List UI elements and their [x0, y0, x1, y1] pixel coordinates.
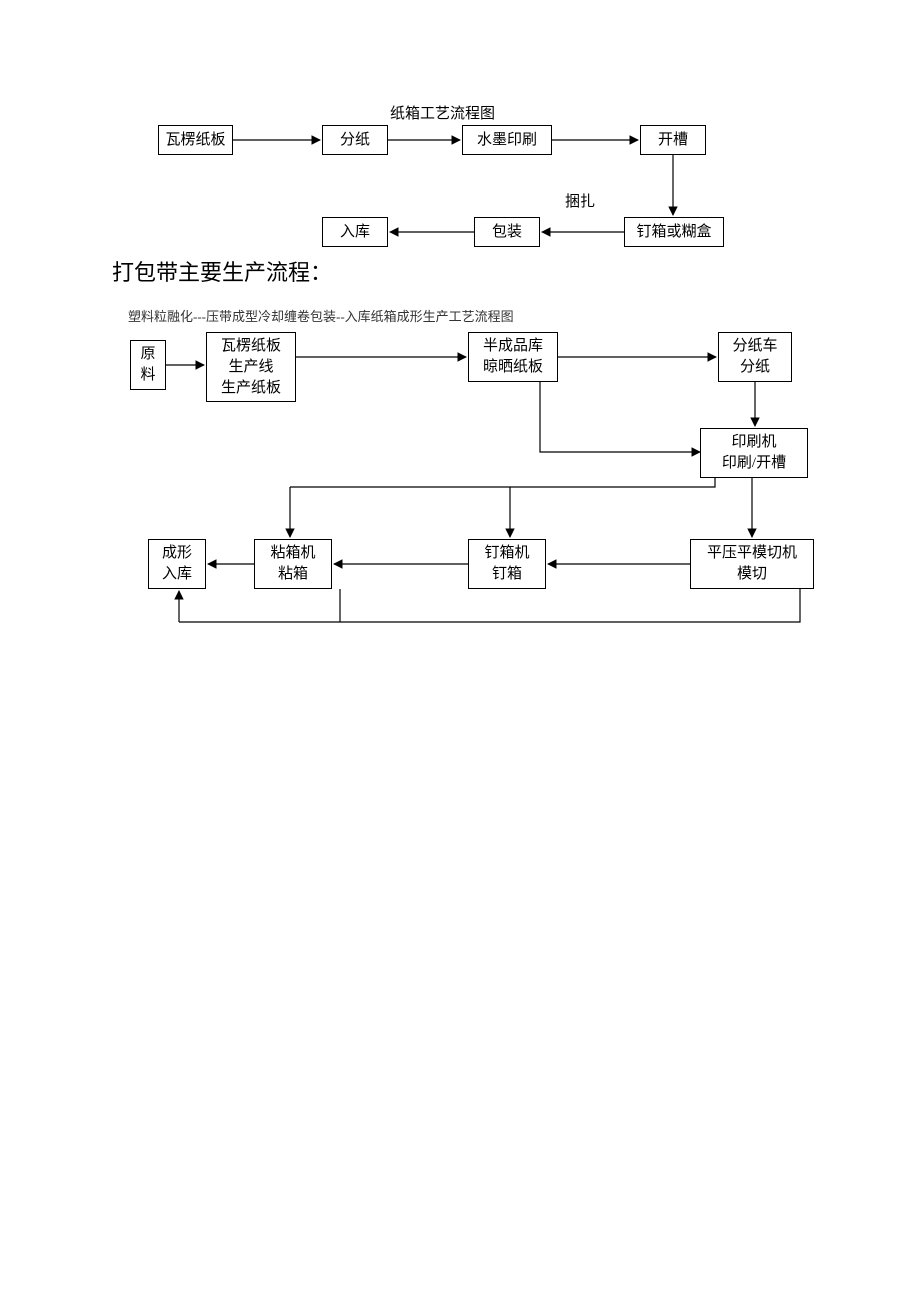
node-fenzhi: 分纸 — [322, 125, 388, 155]
node-text: 分纸 — [340, 130, 370, 151]
node-walen: 瓦楞纸板 — [158, 125, 233, 155]
node-line: 生产线 — [228, 357, 273, 378]
node-dingxiang: 钉箱或糊盒 — [624, 217, 724, 247]
node-yinshuaji: 印刷机 印刷/开槽 — [700, 428, 808, 478]
node-shuimo: 水墨印刷 — [462, 125, 552, 155]
node-yuanliao: 原 料 — [130, 340, 166, 390]
node-text: 钉箱或糊盒 — [636, 222, 711, 243]
flow1-title: 纸箱工艺流程图 — [390, 102, 495, 123]
node-text: 入库 — [340, 222, 370, 243]
node-text: 瓦楞纸板 — [165, 130, 225, 151]
label-kunza: 捆扎 — [565, 190, 595, 211]
diagram-canvas: 纸箱工艺流程图 瓦楞纸板 分纸 水墨印刷 开槽 钉箱或糊盒 包装 入库 捆扎 打… — [0, 0, 920, 1302]
node-line: 印刷/开槽 — [722, 453, 786, 474]
node-line: 钉箱 — [492, 564, 522, 585]
node-banchengpin: 半成品库 晾晒纸板 — [468, 332, 558, 382]
node-line: 原 — [140, 344, 155, 365]
node-line: 分纸车 — [732, 336, 777, 357]
node-text: 开槽 — [658, 130, 688, 151]
section-heading: 打包带主要生产流程： — [112, 255, 332, 287]
node-line: 粘箱机 — [270, 543, 315, 564]
node-kaicao: 开槽 — [640, 125, 706, 155]
node-line: 模切 — [737, 564, 767, 585]
node-text: 水墨印刷 — [477, 130, 537, 151]
node-ruku: 入库 — [322, 217, 388, 247]
node-line: 瓦楞纸板 — [221, 336, 281, 357]
node-walen-line: 瓦楞纸板 生产线 生产纸板 — [206, 332, 296, 402]
node-line: 料 — [140, 365, 155, 386]
edges-svg — [0, 0, 920, 1302]
node-baozhuang: 包装 — [474, 217, 540, 247]
node-line: 生产纸板 — [221, 378, 281, 399]
node-line: 晾晒纸板 — [483, 357, 543, 378]
node-dingxiangji: 钉箱机 钉箱 — [468, 539, 546, 589]
node-line: 分纸 — [740, 357, 770, 378]
node-text: 包装 — [492, 222, 522, 243]
node-zhanxiang: 粘箱机 粘箱 — [254, 539, 332, 589]
node-fenzhiche: 分纸车 分纸 — [718, 332, 792, 382]
node-line: 入库 — [162, 564, 192, 585]
node-pingya: 平压平模切机 模切 — [690, 539, 814, 589]
node-line: 成形 — [162, 543, 192, 564]
node-line: 印刷机 — [731, 432, 776, 453]
node-line: 粘箱 — [278, 564, 308, 585]
subline-text: 塑料粒融化---压带成型冷却缠卷包装--入库纸箱成形生产工艺流程图 — [128, 306, 514, 325]
node-chengxing: 成形 入库 — [148, 539, 206, 589]
node-line: 平压平模切机 — [707, 543, 797, 564]
node-line: 半成品库 — [483, 336, 543, 357]
node-line: 钉箱机 — [484, 543, 529, 564]
